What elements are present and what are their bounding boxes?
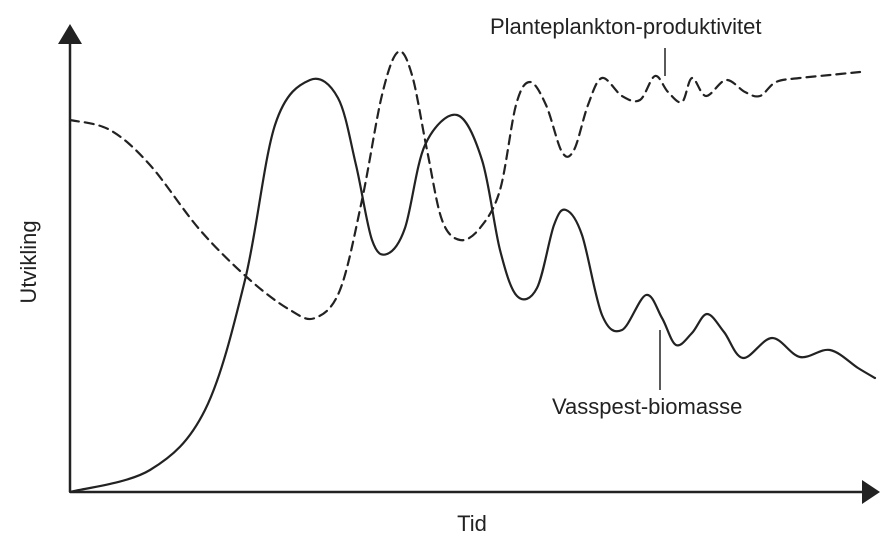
curve-label: Planteplankton-produktivitet xyxy=(490,14,762,39)
y-axis-arrow xyxy=(58,24,82,44)
x-axis-arrow xyxy=(862,480,880,504)
plankton-curve xyxy=(68,50,862,321)
y-axis-label: Utvikling xyxy=(16,220,41,303)
x-axis-label: Tid xyxy=(457,511,487,536)
curve-label: Vasspest-biomasse xyxy=(552,394,742,419)
biomass-curve xyxy=(68,77,877,494)
